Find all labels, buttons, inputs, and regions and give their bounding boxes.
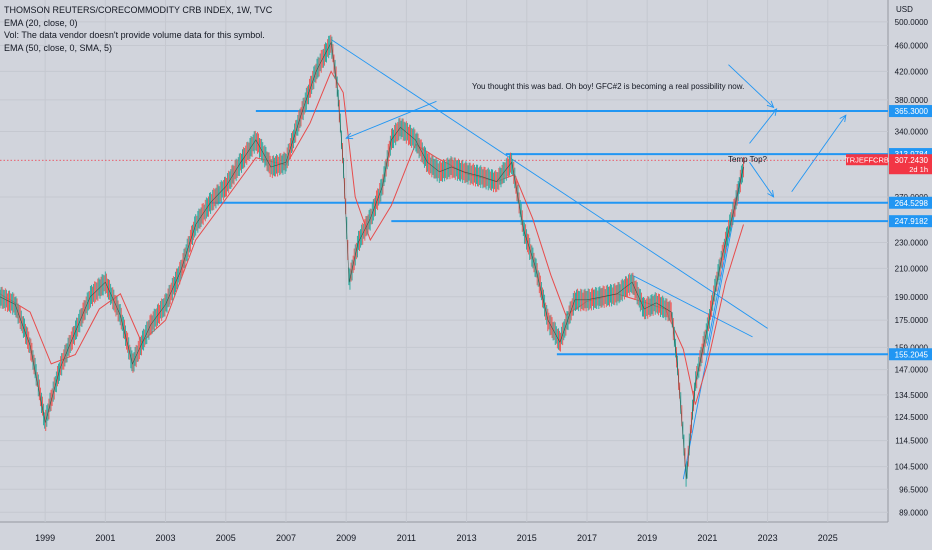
y-tick-label: 124.5000 [895,413,929,422]
x-tick-label: 2025 [818,533,838,543]
arrow-head [345,132,354,140]
y-tick-label: 500.0000 [895,18,929,27]
x-tick-label: 2007 [276,533,296,543]
x-tick-label: 1999 [35,533,55,543]
current-price-tag-label: 307.2430 [895,156,929,165]
y-tick-label: 420.0000 [895,67,929,76]
trendline[interactable] [682,166,744,480]
x-tick-label: 2009 [336,533,356,543]
chart-legend: THOMSON REUTERS/CORECOMMODITY CRB INDEX,… [4,4,272,54]
arrow-head [839,114,847,123]
y-tick-label: 114.5000 [895,437,928,446]
x-tick-label: 2001 [95,533,115,543]
y-tick-label: 89.0000 [899,508,928,517]
x-tick-label: 2011 [397,533,416,543]
level-price-tag-label: 264.5298 [895,199,929,208]
arrow-line[interactable] [749,108,777,144]
annotation-gfc[interactable]: You thought this was bad. Oh boy! GFC#2 … [472,82,745,91]
x-tick-label: 2019 [637,533,657,543]
legend-ema20[interactable]: EMA (20, close, 0) [4,17,78,28]
legend-volume[interactable]: Vol: The data vendor doesn't provide vol… [4,30,265,40]
level-price-tag[interactable] [889,196,932,209]
price-axis[interactable] [888,0,932,550]
symbol-tag-label: TRJEFFCRB [845,156,889,165]
chart-title[interactable]: THOMSON REUTERS/CORECOMMODITY CRB INDEX,… [4,5,273,15]
arrow-head [767,189,775,198]
y-tick-label: 230.0000 [895,238,929,247]
y-tick-label: 210.0000 [895,264,929,273]
y-tick-label: 460.0000 [895,42,929,51]
x-tick-label: 2017 [577,533,597,543]
arrow-head [770,108,778,116]
arrow-line[interactable] [749,162,774,198]
currency-label[interactable]: USD [896,5,913,14]
level-price-tag[interactable] [889,105,932,118]
y-tick-label: 104.5000 [895,463,929,472]
annotation-temp-top[interactable]: Temp Top? [728,155,767,164]
plot-area[interactable] [0,0,888,522]
x-tick-label: 2023 [758,533,778,543]
level-price-tag-label: 365.3000 [895,107,929,116]
y-tick-label: 96.5000 [899,485,928,494]
y-tick-label: 134.5000 [895,391,929,400]
x-tick-label: 2005 [216,533,236,543]
y-tick-label: 147.0000 [895,366,929,375]
trendline[interactable] [330,39,768,329]
arrow-line[interactable] [791,114,847,192]
y-tick-label: 159.0000 [895,343,929,352]
level-price-tag[interactable] [889,348,932,361]
legend-ema50[interactable]: EMA (50, close, 0, SMA, 5) [4,42,113,53]
y-tick-label: 340.0000 [895,127,929,136]
level-price-tag-label: 247.9182 [895,217,929,226]
arrow-line[interactable] [345,100,437,139]
arrow-head [766,100,775,109]
x-tick-label: 2003 [156,533,176,543]
level-price-tag[interactable] [889,215,932,228]
symbol-tag[interactable] [846,154,888,166]
price-series-line[interactable] [0,41,744,480]
current-price-tag[interactable] [889,154,932,175]
arrow-line[interactable] [728,64,774,108]
y-tick-label: 380.0000 [895,96,929,105]
y-tick-label: 190.0000 [895,293,929,302]
countdown-label: 2d 1h [909,165,928,174]
level-price-tag-label: 155.2045 [895,350,929,359]
trendline[interactable] [631,274,753,338]
x-tick-label: 2013 [457,533,477,543]
x-tick-label: 2015 [517,533,537,543]
y-tick-label: 175.0000 [895,316,929,325]
x-tick-label: 2021 [697,533,717,543]
